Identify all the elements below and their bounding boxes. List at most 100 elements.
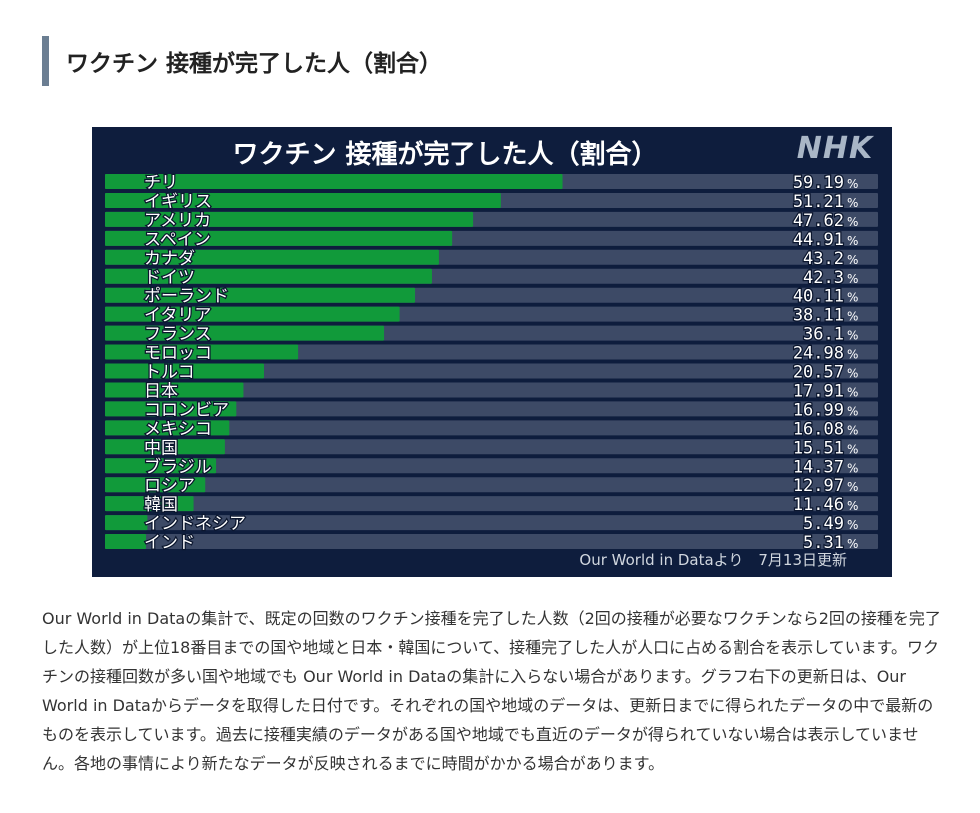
- bar: [105, 287, 416, 303]
- chart-title: ワクチン 接種が完了した人（割合）: [232, 139, 657, 170]
- bar-track: [105, 477, 878, 493]
- bar-unit: %: [847, 272, 858, 286]
- bar-unit: %: [847, 480, 858, 494]
- bars-layer: チリ 59.19 % イギリス 51.21 % アメリカ 47.62 % スペイン 44.91 % カナ…: [105, 172, 878, 554]
- bar: [105, 534, 147, 550]
- bar-unit: %: [847, 310, 858, 324]
- bar: [105, 439, 225, 455]
- bar-track: [105, 382, 878, 398]
- bar: [105, 382, 244, 398]
- bar-unit: %: [847, 367, 858, 381]
- bar-label: モロッコ: [144, 344, 212, 364]
- bar-label: アメリカ: [144, 211, 211, 231]
- bar-label: イタリア: [144, 306, 211, 326]
- bar-unit: %: [847, 442, 858, 456]
- bar-value: 12.97: [793, 476, 844, 496]
- bar-value: 17.91: [793, 381, 844, 401]
- bar-value: 44.91: [793, 230, 844, 250]
- bar-track: [105, 401, 878, 417]
- bar-track: [105, 363, 878, 379]
- bar-label: ポーランド: [144, 287, 229, 307]
- bar-label: 中国: [144, 438, 178, 458]
- bar-value: 51.21: [793, 192, 844, 212]
- bar-unit: %: [847, 499, 858, 513]
- bar-label: メキシコ: [144, 419, 212, 439]
- bar-value: 42.3: [803, 268, 844, 288]
- page-title: ワクチン 接種が完了した人（割合）: [66, 51, 443, 77]
- bar-unit: %: [847, 404, 858, 418]
- bar-label: 韓国: [144, 495, 178, 515]
- bar-value: 5.31: [803, 533, 844, 553]
- bar-value: 16.08: [793, 419, 844, 439]
- section-heading: ワクチン 接種が完了した人（割合）: [42, 36, 942, 86]
- bar-track: [105, 420, 878, 436]
- bar-unit: %: [847, 215, 858, 229]
- bar: [105, 249, 439, 265]
- bar-value: 20.57: [793, 363, 844, 383]
- bar-value: 14.37: [793, 457, 844, 477]
- bar-unit: %: [847, 537, 858, 551]
- bar-value: 40.11: [793, 287, 844, 307]
- bar-label: フランス: [144, 325, 212, 345]
- bar-value: 11.46: [793, 495, 844, 515]
- bar-unit: %: [847, 234, 858, 248]
- bar-label: ブラジル: [144, 456, 212, 477]
- bar-label: カナダ: [144, 249, 195, 269]
- bar: [105, 268, 432, 284]
- bar: [105, 211, 474, 227]
- bar-label: 日本: [144, 381, 178, 401]
- bar-unit: %: [847, 423, 858, 437]
- bar-label: チリ: [144, 173, 178, 193]
- bar-label: トルコ: [144, 363, 195, 383]
- bar-unit: %: [847, 291, 858, 305]
- bar: [105, 401, 237, 417]
- vaccination-chart: ワクチン 接種が完了した人（割合） NHK チリ 59.19% イギリス 51.21%…: [92, 127, 892, 577]
- bar-unit: %: [847, 177, 858, 191]
- bar-unit: %: [847, 385, 858, 399]
- bar-value: 5.49: [803, 514, 844, 534]
- bar-value: 47.62: [793, 211, 844, 231]
- chart-svg: ワクチン 接種が完了した人（割合） NHK チリ 59.19 % イギリス 51.21%…: [105, 131, 878, 569]
- bar-unit: %: [847, 461, 858, 475]
- bar: [105, 174, 563, 189]
- bar-unit: %: [847, 253, 858, 267]
- bar-track: [105, 439, 878, 455]
- bar-track: [105, 496, 878, 512]
- bar-label: イギリス: [144, 192, 212, 212]
- bar-label: ドイツ: [144, 268, 195, 288]
- bar-unit: %: [847, 348, 858, 362]
- bar-track: [105, 344, 878, 360]
- bar-unit: %: [847, 329, 858, 343]
- bar: [105, 515, 148, 531]
- bar-track: [105, 458, 878, 474]
- description-text: Our World in Dataの集計で、既定の回数のワクチン接種を完了した人…: [42, 609, 941, 773]
- bar-unit: %: [847, 196, 858, 210]
- bar-unit: %: [847, 518, 858, 532]
- bar-label: コロンビア: [144, 400, 229, 420]
- bar-value: 36.1: [803, 325, 844, 345]
- bar: [105, 325, 385, 341]
- bar-value: 16.99: [793, 400, 844, 420]
- bar: [105, 192, 501, 208]
- bar: [105, 458, 217, 474]
- nhk-logo: NHK: [797, 131, 875, 166]
- bar-value: 24.98: [793, 344, 844, 364]
- bar-value: 43.2: [803, 249, 844, 269]
- bar: [105, 344, 299, 360]
- bar-value: 15.51: [793, 438, 844, 458]
- source-note: Our World in Dataより 7月13日更新: [579, 551, 847, 569]
- bar-track: [105, 515, 878, 531]
- bar-value: 59.19: [793, 173, 844, 193]
- bar: [105, 496, 194, 512]
- bar-label: スペイン: [144, 230, 211, 250]
- bar-label: インド: [144, 533, 195, 553]
- bar: [105, 420, 230, 436]
- bar-track: [105, 534, 878, 550]
- bar: [105, 306, 400, 322]
- bar: [105, 363, 265, 379]
- bar-value: 38.11: [793, 306, 844, 326]
- bar-label: ロシア: [144, 476, 195, 496]
- bar: [105, 230, 453, 246]
- bar: [105, 477, 206, 493]
- bar-label: インドネシア: [144, 514, 246, 534]
